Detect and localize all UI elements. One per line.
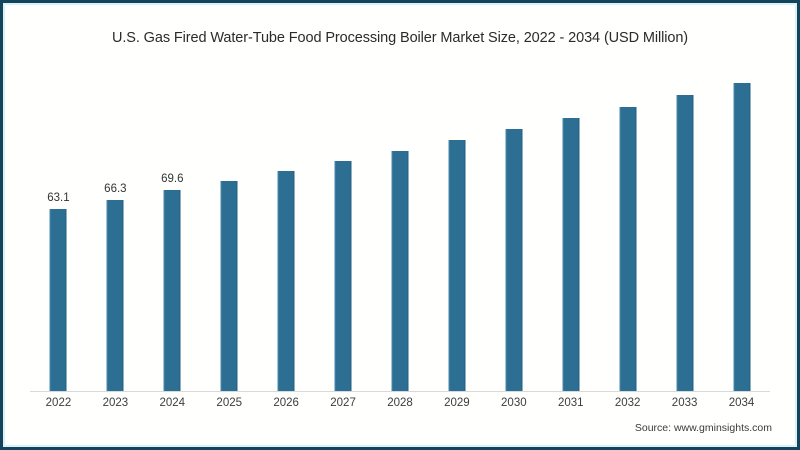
x-tick-2023: 2023 [102,397,129,409]
bar-group [542,74,599,391]
x-tick-2029: 2029 [444,397,470,409]
bar-2024[interactable] [163,190,181,391]
bar-2027[interactable] [334,161,352,391]
bar-group [656,74,713,391]
bar-2023[interactable] [106,199,124,391]
bar-2029[interactable] [448,140,466,391]
bar-2033[interactable] [676,94,694,391]
bar-2028[interactable] [391,150,409,391]
bar-group [201,74,258,391]
bar-2032[interactable] [619,106,637,391]
x-tick-2033: 2033 [671,397,698,409]
bar-value-label-2023: 66.3 [104,182,127,195]
bar-value-label-2024: 69.6 [161,173,184,186]
bar-2022[interactable] [49,209,67,391]
bar-2025[interactable] [220,180,238,391]
bar-group [485,74,542,391]
bar-group: 66.3 [87,74,144,391]
bar-group [372,74,429,391]
bar-2030[interactable] [505,129,523,391]
x-tick-2031: 2031 [557,397,584,409]
x-tick-2032: 2032 [614,397,641,409]
x-axis-line [30,391,770,392]
source-attribution: Source: www.gminsights.com [634,422,772,434]
plot-area: 63.1 66.3 69.6 2022 2023 2024 2025 2026 2027 202… [30,74,770,409]
bar-2026[interactable] [277,171,295,391]
bar-group: 63.1 [30,74,87,391]
bar-group [258,74,315,391]
x-tick-2028: 2028 [387,397,413,409]
bar-group [713,74,770,391]
x-tick-2027: 2027 [330,397,356,409]
bar-group [599,74,656,391]
x-tick-2030: 2030 [501,397,527,409]
bar-group [428,74,485,391]
bar-value-label-2022: 63.1 [47,192,70,205]
bar-group [315,74,372,391]
chart-title: U.S. Gas Fired Water-Tube Food Processin… [111,30,689,46]
x-tick-2024: 2024 [159,397,186,409]
x-tick-2025: 2025 [216,397,243,409]
bar-2034[interactable] [733,82,751,391]
bar-group: 69.6 [144,74,201,391]
x-tick-2034: 2034 [728,397,755,409]
x-tick-2022: 2022 [45,397,72,409]
bar-2031[interactable] [562,117,580,391]
x-tick-2026: 2026 [273,397,299,409]
